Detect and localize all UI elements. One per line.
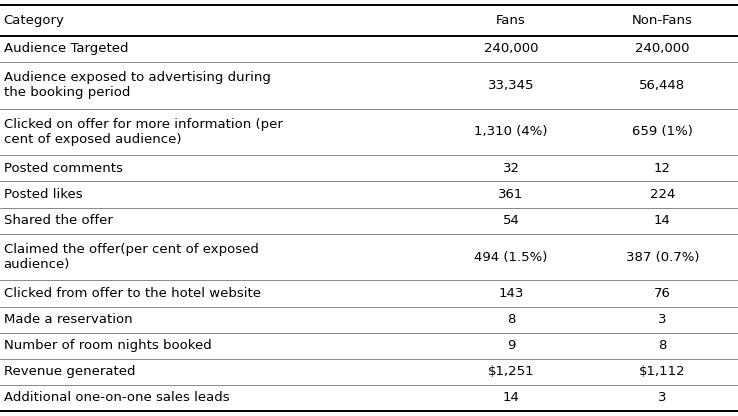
Text: 54: 54	[503, 214, 520, 227]
Text: 33,345: 33,345	[488, 79, 534, 92]
Text: Made a reservation: Made a reservation	[4, 313, 132, 326]
Text: 14: 14	[503, 391, 520, 404]
Text: Audience Targeted: Audience Targeted	[4, 42, 128, 55]
Text: 143: 143	[498, 287, 524, 300]
Text: Number of room nights booked: Number of room nights booked	[4, 339, 212, 352]
Text: 32: 32	[503, 162, 520, 175]
Text: Clicked from offer to the hotel website: Clicked from offer to the hotel website	[4, 287, 261, 300]
Text: 240,000: 240,000	[635, 42, 689, 55]
Text: 494 (1.5%): 494 (1.5%)	[475, 250, 548, 264]
Text: 659 (1%): 659 (1%)	[632, 126, 693, 139]
Text: Audience exposed to advertising during
the booking period: Audience exposed to advertising during t…	[4, 71, 271, 99]
Text: 1,310 (4%): 1,310 (4%)	[475, 126, 548, 139]
Text: 56,448: 56,448	[639, 79, 686, 92]
Text: 3: 3	[658, 391, 666, 404]
Text: 8: 8	[658, 339, 666, 352]
Text: Shared the offer: Shared the offer	[4, 214, 113, 227]
Text: Fans: Fans	[496, 14, 526, 27]
Text: Revenue generated: Revenue generated	[4, 365, 135, 378]
Text: Posted comments: Posted comments	[4, 162, 123, 175]
Text: 76: 76	[654, 287, 671, 300]
Text: 3: 3	[658, 313, 666, 326]
Text: $1,112: $1,112	[639, 365, 686, 378]
Text: 9: 9	[507, 339, 515, 352]
Text: 14: 14	[654, 214, 671, 227]
Text: Posted likes: Posted likes	[4, 188, 83, 201]
Text: 8: 8	[507, 313, 515, 326]
Text: 387 (0.7%): 387 (0.7%)	[626, 250, 699, 264]
Text: $1,251: $1,251	[488, 365, 534, 378]
Text: Additional one-on-one sales leads: Additional one-on-one sales leads	[4, 391, 230, 404]
Text: 12: 12	[654, 162, 671, 175]
Text: Category: Category	[4, 14, 64, 27]
Text: Claimed the offer(per cent of exposed
audience): Claimed the offer(per cent of exposed au…	[4, 243, 258, 271]
Text: Non-Fans: Non-Fans	[632, 14, 693, 27]
Text: 361: 361	[498, 188, 524, 201]
Text: Clicked on offer for more information (per
cent of exposed audience): Clicked on offer for more information (p…	[4, 118, 283, 146]
Text: 240,000: 240,000	[484, 42, 538, 55]
Text: 224: 224	[649, 188, 675, 201]
